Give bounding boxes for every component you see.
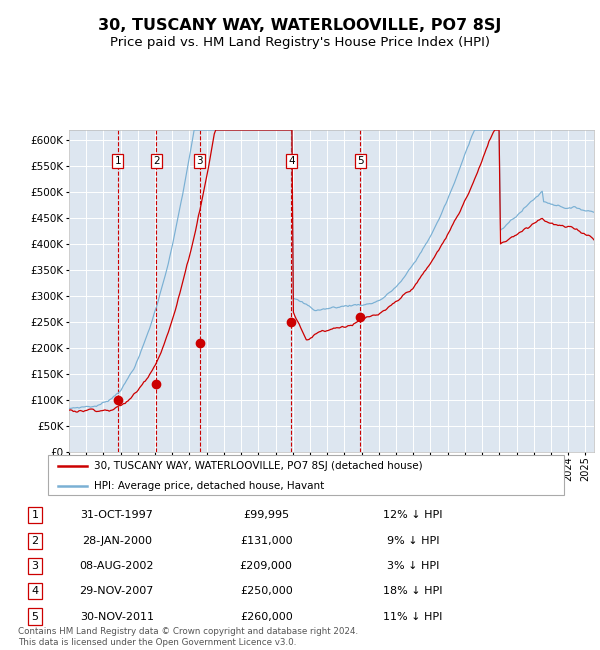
Text: Price paid vs. HM Land Registry's House Price Index (HPI): Price paid vs. HM Land Registry's House … bbox=[110, 36, 490, 49]
Text: 30, TUSCANY WAY, WATERLOOVILLE, PO7 8SJ: 30, TUSCANY WAY, WATERLOOVILLE, PO7 8SJ bbox=[98, 18, 502, 33]
Text: £209,000: £209,000 bbox=[240, 561, 293, 571]
Text: 4: 4 bbox=[288, 156, 295, 166]
Text: 5: 5 bbox=[31, 612, 38, 621]
Text: 4: 4 bbox=[31, 586, 38, 596]
Text: 08-AUG-2002: 08-AUG-2002 bbox=[79, 561, 154, 571]
Text: Contains HM Land Registry data © Crown copyright and database right 2024.
This d: Contains HM Land Registry data © Crown c… bbox=[18, 627, 358, 647]
Text: 3% ↓ HPI: 3% ↓ HPI bbox=[386, 561, 439, 571]
Text: 28-JAN-2000: 28-JAN-2000 bbox=[82, 536, 152, 545]
Text: 9% ↓ HPI: 9% ↓ HPI bbox=[386, 536, 439, 545]
Text: 11% ↓ HPI: 11% ↓ HPI bbox=[383, 612, 442, 621]
Text: 30, TUSCANY WAY, WATERLOOVILLE, PO7 8SJ (detached house): 30, TUSCANY WAY, WATERLOOVILLE, PO7 8SJ … bbox=[94, 462, 423, 471]
Text: 29-NOV-2007: 29-NOV-2007 bbox=[80, 586, 154, 596]
Text: 2: 2 bbox=[31, 536, 38, 545]
Text: 31-OCT-1997: 31-OCT-1997 bbox=[80, 510, 153, 520]
Text: 2: 2 bbox=[153, 156, 160, 166]
Text: 3: 3 bbox=[31, 561, 38, 571]
Text: 5: 5 bbox=[357, 156, 364, 166]
Text: 3: 3 bbox=[197, 156, 203, 166]
Text: 12% ↓ HPI: 12% ↓ HPI bbox=[383, 510, 443, 520]
Text: £99,995: £99,995 bbox=[243, 510, 289, 520]
Text: HPI: Average price, detached house, Havant: HPI: Average price, detached house, Hava… bbox=[94, 482, 325, 491]
Text: £250,000: £250,000 bbox=[240, 586, 293, 596]
Text: £260,000: £260,000 bbox=[240, 612, 293, 621]
Text: 1: 1 bbox=[31, 510, 38, 520]
Text: 1: 1 bbox=[115, 156, 121, 166]
Text: £131,000: £131,000 bbox=[240, 536, 292, 545]
Text: 30-NOV-2011: 30-NOV-2011 bbox=[80, 612, 154, 621]
FancyBboxPatch shape bbox=[48, 455, 564, 495]
Text: 18% ↓ HPI: 18% ↓ HPI bbox=[383, 586, 443, 596]
